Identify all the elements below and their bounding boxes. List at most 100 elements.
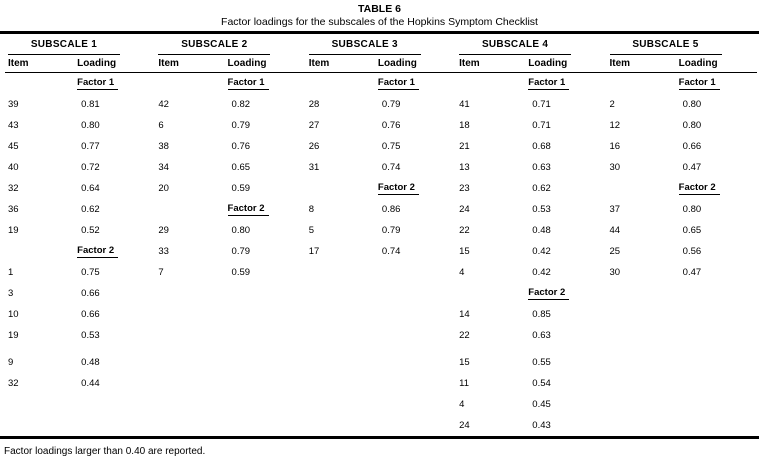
- empty-loading-cell: [677, 394, 757, 415]
- item-value: 7: [158, 267, 164, 278]
- loading-column-header: Loading: [225, 55, 306, 73]
- loading-value: 0.59: [231, 183, 251, 194]
- factor-heading-cell: Factor 2: [376, 178, 456, 199]
- table-row: 32 0.64 20 0.59 Factor 2 23 0.62 Factor 2: [5, 178, 757, 199]
- loading-value: 0.72: [81, 162, 100, 173]
- subscale-5-header: SUBSCALE 5: [607, 34, 758, 55]
- empty-item-cell: [607, 283, 677, 304]
- empty-item-cell: [5, 241, 75, 262]
- loading-value: 0.82: [231, 99, 251, 110]
- subscale-underline: SUBSCALE 3: [308, 34, 421, 55]
- empty-loading-cell: [677, 415, 757, 436]
- table-row: 36 0.62 Factor 2 8 0.86 24 0.53 37 0.80: [5, 199, 757, 220]
- factor-heading-cell: Factor 2: [75, 241, 155, 262]
- empty-item-cell: [155, 415, 225, 436]
- item-value: 15: [459, 246, 470, 257]
- item-value: 43: [8, 120, 19, 131]
- item-value: 32: [8, 183, 19, 194]
- empty-loading-cell: [677, 283, 757, 304]
- loading-value: 0.81: [81, 99, 100, 110]
- table-row: Factor 2 33 0.79 17 0.74 15 0.42 25 0.56: [5, 241, 757, 262]
- empty-loading-cell: [677, 346, 757, 373]
- item-value: 15: [459, 357, 470, 368]
- factor-label: Factor 1: [678, 77, 720, 90]
- loading-value: 0.54: [532, 378, 551, 389]
- empty-item-cell: [155, 346, 225, 373]
- loading-column-header: Loading: [75, 55, 156, 73]
- table-body: Factor 1 Factor 1 Factor 1 Factor 1 Factor 1…: [5, 73, 757, 437]
- empty-loading-cell: [376, 262, 456, 283]
- loading-value: 0.79: [381, 99, 401, 110]
- empty-item-cell: [5, 415, 75, 436]
- item-value: 8: [308, 204, 315, 215]
- subscale-3-header: SUBSCALE 3: [306, 34, 456, 55]
- item-column-header: Item: [456, 55, 527, 73]
- table-row: 45 0.77 38 0.76 26 0.75 21 0.68 16 0.66: [5, 136, 757, 157]
- loading-value: 0.76: [381, 120, 401, 131]
- empty-item-cell: [306, 415, 376, 436]
- subscale-1-header: SUBSCALE 1: [5, 34, 155, 55]
- loading-value: 0.75: [381, 141, 401, 152]
- empty-item-cell: [155, 373, 225, 394]
- factor-heading-cell: Factor 2: [677, 178, 757, 199]
- empty-loading-cell: [226, 346, 306, 373]
- loading-value: 0.74: [381, 246, 401, 257]
- loading-value: 0.42: [532, 246, 551, 257]
- loading-value: 0.80: [231, 225, 251, 236]
- factor-label: Factor 2: [377, 182, 419, 195]
- item-value: 6: [158, 120, 164, 131]
- loading-value: 0.64: [81, 183, 100, 194]
- empty-item-cell: [155, 325, 225, 346]
- empty-loading-cell: [376, 415, 456, 436]
- item-value: 2: [609, 99, 615, 110]
- item-value: 22: [459, 225, 470, 236]
- empty-item-cell: [306, 394, 376, 415]
- item-value: 4: [459, 267, 465, 278]
- empty-loading-cell: [677, 304, 757, 325]
- factor-label: Factor 1: [528, 77, 570, 90]
- item-value: 18: [459, 120, 470, 131]
- loading-value: 0.66: [682, 141, 702, 152]
- item-value: 28: [308, 99, 320, 110]
- empty-item-cell: [607, 373, 677, 394]
- empty-item-cell: [607, 73, 677, 95]
- item-value: 10: [8, 309, 19, 320]
- loading-value: 0.86: [381, 204, 401, 215]
- subscale-underline: SUBSCALE 2: [158, 34, 271, 55]
- empty-loading-cell: [226, 283, 306, 304]
- empty-item-cell: [607, 394, 677, 415]
- loading-value: 0.85: [532, 309, 551, 320]
- table-rules-frame: SUBSCALE 1 SUBSCALE 2 SUBSCALE 3: [0, 31, 759, 439]
- empty-item-cell: [306, 304, 376, 325]
- loading-value: 0.80: [682, 99, 702, 110]
- loading-value: 0.66: [81, 309, 100, 320]
- subscale-label: SUBSCALE 4: [481, 39, 549, 50]
- item-value: 5: [308, 225, 315, 236]
- subscale-label: SUBSCALE 3: [331, 39, 398, 50]
- table-footnote: Factor loadings larger than 0.40 are rep…: [4, 446, 206, 457]
- table-caption: TABLE 6 Factor loadings for the subscale…: [0, 0, 759, 31]
- item-value: 36: [8, 204, 19, 215]
- empty-loading-cell: [226, 373, 306, 394]
- loading-value: 0.52: [81, 225, 100, 236]
- table-row: 4 0.45: [5, 394, 757, 415]
- subscale-label: SUBSCALE 1: [30, 39, 98, 50]
- empty-item-cell: [306, 346, 376, 373]
- subscale-header-row: SUBSCALE 1 SUBSCALE 2 SUBSCALE 3: [5, 34, 757, 55]
- loading-value: 0.65: [682, 225, 702, 236]
- item-value: 3: [8, 288, 14, 299]
- item-value: 20: [158, 183, 169, 194]
- subscale-label: SUBSCALE 2: [181, 39, 248, 50]
- loading-value: 0.71: [532, 99, 551, 110]
- table-row: 19 0.53 22 0.63: [5, 325, 757, 346]
- loading-value: 0.68: [532, 141, 551, 152]
- item-value: 9: [8, 357, 14, 368]
- loading-value: 0.42: [532, 267, 551, 278]
- item-value: 4: [459, 399, 465, 410]
- item-value: 16: [609, 141, 621, 152]
- loading-value: 0.55: [532, 357, 551, 368]
- factor-loadings-table: SUBSCALE 1 SUBSCALE 2 SUBSCALE 3: [5, 34, 757, 436]
- item-column-header: Item: [305, 55, 376, 73]
- item-value: 30: [609, 267, 621, 278]
- item-value: 45: [8, 141, 19, 152]
